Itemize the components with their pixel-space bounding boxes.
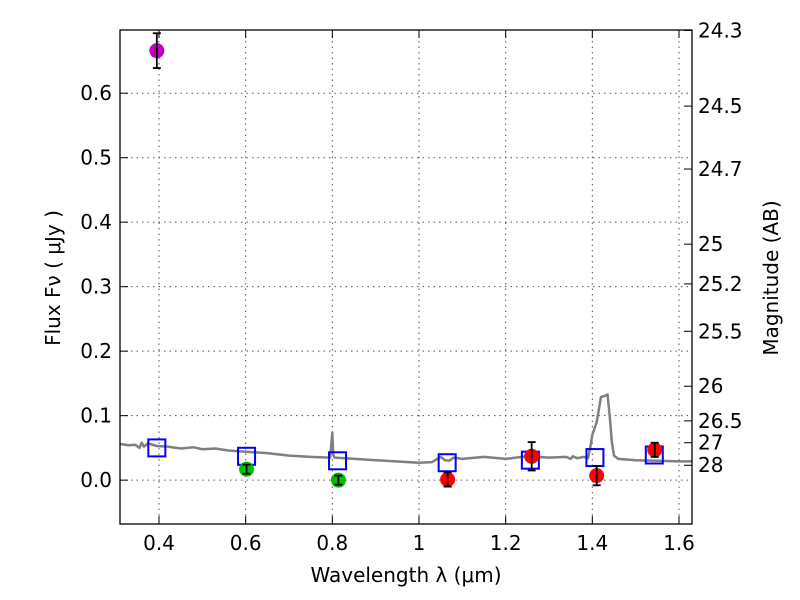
x-tick-label: 0.4 — [143, 531, 175, 555]
y-tick-label: 0.2 — [80, 339, 112, 363]
markers-group — [147, 32, 664, 488]
model-square — [147, 438, 167, 458]
x-axis-label: Wavelength λ (μm) — [310, 563, 501, 587]
y-tick-label: 0.0 — [80, 468, 112, 492]
right-tick-label: 24.7 — [698, 157, 743, 181]
spectrum-line — [119, 393, 692, 464]
right-tick-label: 27 — [698, 431, 723, 455]
y-axis-label: Flux Fν ( μJy ) — [41, 210, 65, 346]
y-tick-label: 0.5 — [80, 146, 112, 170]
y-tick-label: 0.1 — [80, 404, 112, 428]
right-tick-label: 25.2 — [698, 272, 743, 296]
grid-lines — [120, 30, 692, 524]
right-tick-label: 26 — [698, 374, 723, 398]
right-tick-label: 28 — [698, 453, 723, 477]
x-tick-label: 1.2 — [490, 531, 522, 555]
right-tick-label: 25 — [698, 232, 723, 256]
right-tick-label: 26.5 — [698, 409, 743, 433]
x-tick-label: 1 — [413, 531, 426, 555]
x-tick-label: 1.4 — [576, 531, 608, 555]
spectrum-group — [119, 393, 692, 464]
right-tick-label: 25.5 — [698, 319, 743, 343]
right-axis-label: Magnitude (AB) — [759, 200, 783, 355]
model-square — [328, 451, 348, 471]
x-tick-label: 1.6 — [663, 531, 695, 555]
y-tick-label: 0.4 — [80, 210, 112, 234]
x-tick-label: 0.6 — [230, 531, 262, 555]
y-tick-label: 0.3 — [80, 275, 112, 299]
plot-frame — [119, 29, 693, 525]
y-tick-label: 0.6 — [80, 81, 112, 105]
right-tick-label: 24.3 — [698, 18, 743, 42]
axis-ticks: 0.4 0.6 0.8 1 1.2 1.4 1.6 0.0 0.1 0.2 0.3 0.4 0.5 0.6… — [80, 18, 742, 555]
x-tick-label: 0.8 — [316, 531, 348, 555]
right-tick-label: 24.5 — [698, 94, 743, 118]
model-square — [437, 453, 457, 473]
